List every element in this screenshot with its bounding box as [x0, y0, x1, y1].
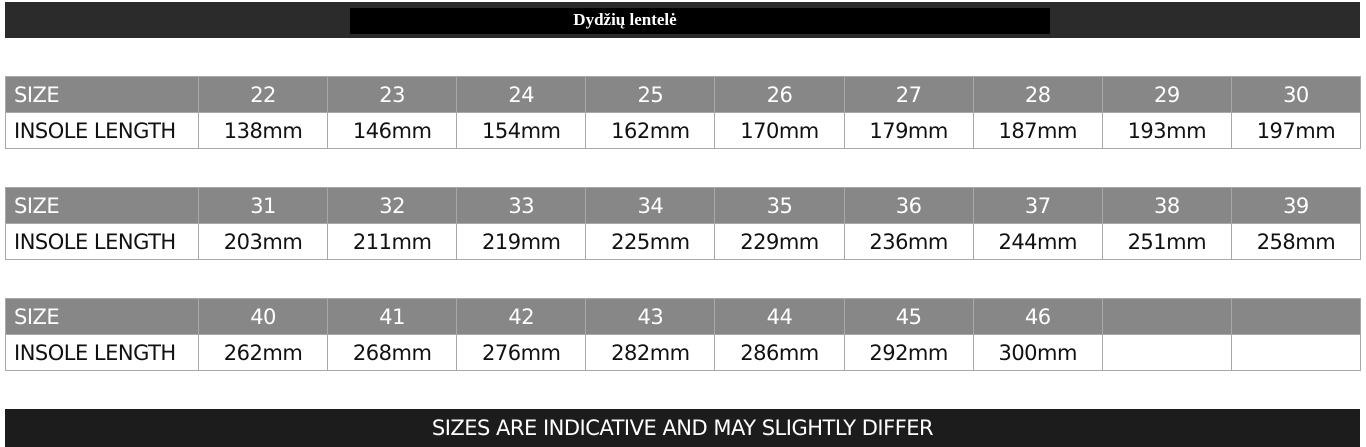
insole-cell: 193mm — [1101, 112, 1232, 149]
page-title: Dydžių lentelė — [573, 10, 677, 29]
insole-cell: 268mm — [327, 334, 458, 371]
size-cell: 23 — [327, 76, 458, 113]
size-cell: 25 — [585, 76, 716, 113]
size-cell: 28 — [972, 76, 1103, 113]
size-table: SIZE 31 32 33 34 35 36 37 38 39 INSOLE LENGTH 203mm… — [5, 187, 1362, 260]
insole-cell: 262mm — [197, 334, 329, 371]
size-cell: 34 — [585, 187, 716, 224]
insole-row: INSOLE LENGTH 203mm 211mm 219mm 225mm 229mm 23… — [5, 223, 1362, 260]
insole-cell: 211mm — [327, 223, 458, 260]
size-row: SIZE 22 23 24 25 26 27 28 29 30 — [5, 76, 1362, 113]
size-label: SIZE — [5, 76, 199, 113]
size-row: SIZE 40 41 42 43 44 45 46 — [5, 298, 1362, 335]
size-row: SIZE 31 32 33 34 35 36 37 38 39 — [5, 187, 1362, 224]
size-cell: 43 — [585, 298, 716, 335]
size-cell: 26 — [714, 76, 845, 113]
insole-cell: 282mm — [585, 334, 716, 371]
size-cell — [1101, 298, 1232, 335]
insole-cell: 236mm — [843, 223, 974, 260]
insole-cell: 229mm — [714, 223, 845, 260]
size-cell: 35 — [714, 187, 845, 224]
insole-cell: 258mm — [1230, 223, 1362, 260]
size-cell: 45 — [843, 298, 974, 335]
insole-cell: 225mm — [585, 223, 716, 260]
title-bar-inner — [350, 8, 1050, 34]
insole-cell: 292mm — [843, 334, 974, 371]
insole-row: INSOLE LENGTH 138mm 146mm 154mm 162mm 170mm 17… — [5, 112, 1362, 149]
size-cell: 33 — [456, 187, 587, 224]
size-cell: 36 — [843, 187, 974, 224]
size-cell: 31 — [197, 187, 329, 224]
size-table: SIZE 22 23 24 25 26 27 28 29 30 INSOLE LENGTH 138mm… — [5, 76, 1362, 149]
insole-cell: 162mm — [585, 112, 716, 149]
insole-label: INSOLE LENGTH — [5, 112, 199, 149]
insole-cell: 179mm — [843, 112, 974, 149]
insole-cell: 251mm — [1101, 223, 1232, 260]
size-cell: 46 — [972, 298, 1103, 335]
size-label: SIZE — [5, 298, 199, 335]
size-table: SIZE 40 41 42 43 44 45 46 INSOLE LENGTH 262mm 268m… — [5, 298, 1362, 371]
size-cell: 24 — [456, 76, 587, 113]
insole-row: INSOLE LENGTH 262mm 268mm 276mm 282mm 286mm 29… — [5, 334, 1362, 371]
size-cell: 30 — [1230, 76, 1362, 113]
insole-cell: 197mm — [1230, 112, 1362, 149]
size-cell: 32 — [327, 187, 458, 224]
insole-cell: 286mm — [714, 334, 845, 371]
insole-cell: 154mm — [456, 112, 587, 149]
footer-note: SIZES ARE INDICATIVE AND MAY SLIGHTLY DI… — [5, 409, 1360, 447]
insole-cell: 170mm — [714, 112, 845, 149]
insole-cell: 138mm — [197, 112, 329, 149]
insole-cell — [1230, 334, 1362, 371]
size-cell — [1230, 298, 1362, 335]
insole-label: INSOLE LENGTH — [5, 334, 199, 371]
size-cell: 37 — [972, 187, 1103, 224]
size-cell: 40 — [197, 298, 329, 335]
title-bar — [5, 2, 1360, 38]
size-cell: 44 — [714, 298, 845, 335]
size-cell: 29 — [1101, 76, 1232, 113]
insole-cell: 276mm — [456, 334, 587, 371]
size-cell: 38 — [1101, 187, 1232, 224]
insole-cell: 244mm — [972, 223, 1103, 260]
size-label: SIZE — [5, 187, 199, 224]
size-cell: 27 — [843, 76, 974, 113]
size-cell: 22 — [197, 76, 329, 113]
insole-cell: 300mm — [972, 334, 1103, 371]
insole-cell: 187mm — [972, 112, 1103, 149]
size-cell: 39 — [1230, 187, 1362, 224]
insole-cell: 219mm — [456, 223, 587, 260]
insole-cell: 146mm — [327, 112, 458, 149]
size-cell: 41 — [327, 298, 458, 335]
size-cell: 42 — [456, 298, 587, 335]
insole-label: INSOLE LENGTH — [5, 223, 199, 260]
insole-cell — [1101, 334, 1232, 371]
insole-cell: 203mm — [197, 223, 329, 260]
